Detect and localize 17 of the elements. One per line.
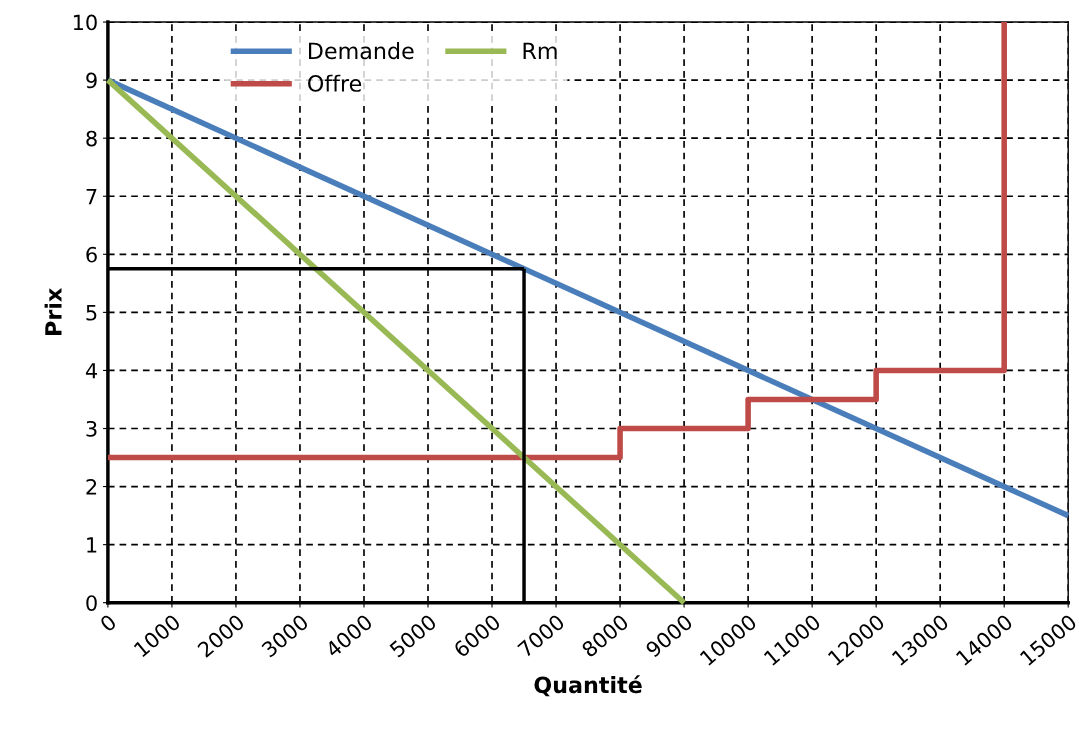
legend-label: Offre bbox=[308, 74, 362, 92]
y-tick-label: 8 bbox=[86, 130, 97, 147]
y-tick-label: 5 bbox=[86, 305, 97, 321]
y-tick-label: 2 bbox=[86, 479, 97, 495]
y-tick-label: 1 bbox=[87, 537, 97, 553]
y-tick-label: 0 bbox=[86, 595, 97, 611]
y-tick-label: 10 bbox=[73, 14, 97, 31]
legend-label: Rm bbox=[523, 42, 557, 59]
y-axis-title: Prix bbox=[44, 288, 62, 335]
x-tick-label: 0 bbox=[99, 613, 118, 633]
y-tick-label: 3 bbox=[86, 420, 97, 437]
y-tick-label: 4 bbox=[85, 363, 98, 379]
legend-label: Demande bbox=[309, 42, 414, 60]
y-tick-label: 6 bbox=[86, 246, 97, 263]
y-tick-label: 9 bbox=[86, 72, 97, 89]
x-axis-title: Quantité bbox=[534, 675, 642, 697]
y-tick-label: 7 bbox=[86, 188, 97, 205]
